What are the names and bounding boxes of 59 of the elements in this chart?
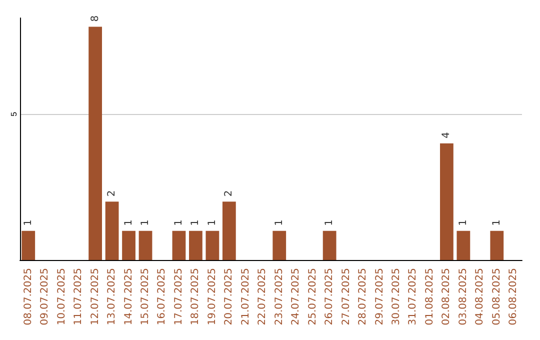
x-tick-label: 30.07.2025 [391,268,402,326]
data-label: 1 [491,219,502,226]
x-tick-label: 08.07.2025 [22,268,34,326]
x-tick-label: 21.07.2025 [240,268,252,326]
data-label: 1 [123,219,134,226]
x-tick-label: 23.07.2025 [274,268,285,326]
x-tick-label: 01.08.2025 [424,268,436,326]
y-tick-label: 5 [10,111,18,116]
x-tick-label: 05.08.2025 [491,268,502,326]
bar [105,202,119,260]
data-label: 8 [90,15,101,22]
x-tick-label: 27.07.2025 [340,268,352,326]
x-tick-label: 11.07.2025 [73,268,84,326]
bar [490,230,504,260]
x-tick-label: 03.08.2025 [458,268,469,326]
bar [138,230,152,260]
x-tick-label: 22.07.2025 [257,268,268,326]
bar [322,230,336,260]
bar [440,143,454,260]
data-label: 2 [224,190,235,197]
data-label: 1 [190,219,202,226]
x-tick-label: 19.07.2025 [206,268,218,326]
data-label: 1 [22,219,34,226]
bar [206,230,220,260]
data-label: 4 [441,132,452,138]
bar [122,230,136,260]
x-tick-label: 10.07.2025 [56,268,68,326]
x-tick-label: 02.08.2025 [441,268,452,326]
x-tick-label: 17.07.2025 [173,268,184,326]
bar [189,230,202,260]
x-tick-label: 16.07.2025 [156,268,168,326]
bar [222,202,236,260]
bar [22,230,36,260]
x-tick-label: 09.07.2025 [40,268,51,326]
x-tick-label: 14.07.2025 [123,268,134,326]
bar [88,26,102,260]
data-label: 1 [274,219,285,226]
x-tick-label: 12.07.2025 [90,268,101,326]
x-tick-label: 31.07.2025 [408,268,419,326]
x-tick-label: 18.07.2025 [190,268,202,326]
bar [172,230,186,260]
bar [456,230,470,260]
x-tick-label: 28.07.2025 [358,268,369,326]
data-label: 1 [173,219,184,226]
data-label: 2 [106,190,118,197]
x-tick-label: 29.07.2025 [374,268,386,326]
x-tick-label: 04.08.2025 [474,268,486,326]
data-label: 1 [206,219,218,226]
data-label: 1 [140,219,151,226]
data-label: 1 [458,219,469,226]
x-tick-label: 15.07.2025 [140,268,151,326]
bar [272,230,286,260]
x-tick-label: 26.07.2025 [324,268,336,326]
x-tick-label: 20.07.2025 [224,268,235,326]
x-tick-label: 24.07.2025 [290,268,302,326]
x-tick-label: 13.07.2025 [106,268,118,326]
x-tick-label: 25.07.2025 [307,268,318,326]
x-tick-label: 06.08.2025 [508,268,520,326]
data-label: 1 [324,219,336,226]
